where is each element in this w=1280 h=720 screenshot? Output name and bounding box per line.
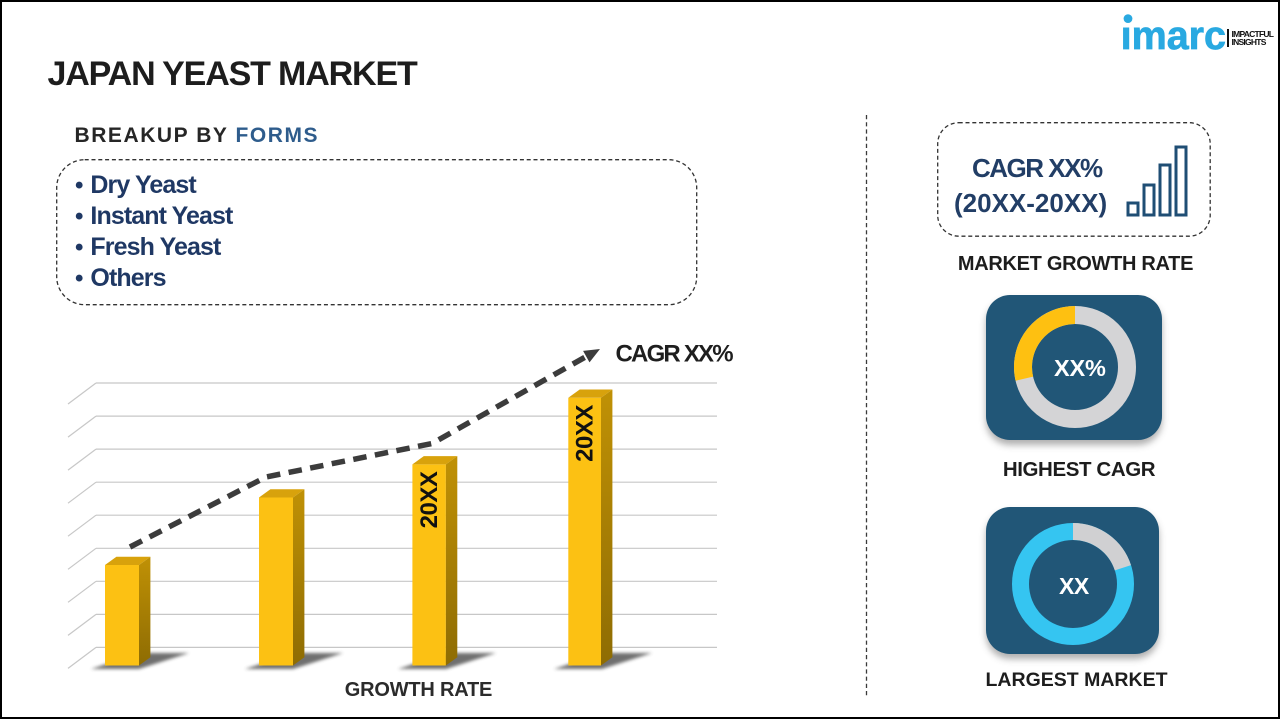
svg-text:CAGR XX%: CAGR XX% bbox=[615, 341, 733, 368]
svg-text:20XX: 20XX bbox=[571, 405, 598, 462]
svg-text:20XX: 20XX bbox=[416, 471, 443, 528]
svg-text:GROWTH RATE: GROWTH RATE bbox=[344, 679, 491, 701]
